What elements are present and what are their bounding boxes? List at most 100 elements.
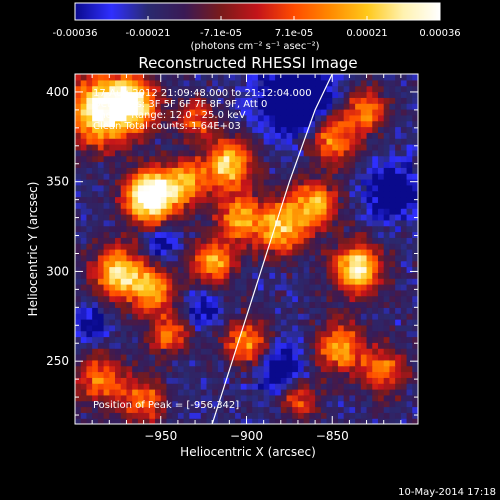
heatmap-cell [155,225,162,233]
heatmap-cell [160,91,168,98]
heatmap-cell [246,324,253,332]
heatmap-cell [86,295,93,303]
heatmap-cell [389,400,396,408]
heatmap-cell [235,301,242,308]
heatmap-cell [383,144,391,151]
heatmap-cell [183,249,190,256]
heatmap-cell [303,74,310,81]
heatmap-cell [297,149,305,157]
heatmap-cell [406,74,413,81]
heatmap-cell [400,237,408,244]
heatmap-cell [349,179,356,186]
heatmap-cell [183,79,190,87]
heatmap-cell [406,184,413,192]
heatmap-cell [309,307,316,314]
heatmap-cell [235,179,242,186]
heatmap-cell [126,109,133,116]
heatmap-cell [337,219,345,227]
heatmap-cell [269,330,276,338]
heatmap-cell [172,278,179,285]
heatmap-cell [126,202,133,209]
heatmap-cell [337,412,345,419]
heatmap-cell [109,167,116,174]
heatmap-cell [360,383,368,390]
heatmap-cell [315,219,322,227]
heatmap-cell [412,289,418,297]
heatmap-cell [109,359,116,367]
heatmap-cell [217,307,225,314]
heatmap-cell [86,412,93,419]
heatmap-cell [86,225,93,233]
heatmap-cell [366,155,373,163]
heatmap-cell [412,179,418,186]
heatmap-cell [400,132,408,139]
heatmap-cell [349,278,356,285]
heatmap-cell [286,120,293,128]
heatmap-cell [400,249,408,256]
heatmap-cell [257,184,265,192]
heatmap-cell [400,307,408,314]
heatmap-cell [377,144,385,151]
heatmap-cell [297,418,305,424]
heatmap-cell [246,389,253,396]
heatmap-cell [337,179,345,186]
heatmap-cell [377,237,385,244]
heatmap-cell [235,278,242,285]
heatmap-cell [229,383,236,390]
heatmap-cell [366,161,373,168]
heatmap-cell [280,406,288,413]
heatmap-cell [149,412,156,419]
heatmap-cell [315,289,322,297]
heatmap-cell [126,365,133,373]
heatmap-cell [337,389,345,396]
heatmap-cell [223,254,230,262]
heatmap-cell [103,126,110,133]
heatmap-cell [132,103,139,110]
heatmap-cell [252,214,259,221]
heatmap-cell [195,114,202,122]
heatmap-cell [309,144,316,151]
heatmap-cell [286,114,293,122]
heatmap-cell [297,85,305,93]
heatmap-cell [166,120,173,128]
heatmap-cell [263,400,270,408]
heatmap-cell [257,272,265,279]
heatmap-cell [229,126,236,133]
heatmap-cell [189,97,196,104]
heatmap-cell [212,214,219,221]
heatmap-cell [137,400,145,408]
heatmap-cell [200,260,208,268]
heatmap-cell [406,120,413,128]
heatmap-cell [189,383,196,390]
heatmap-cell [126,190,133,198]
heatmap-cell [252,313,259,320]
heatmap-cell [349,132,356,139]
heatmap-cell [166,196,173,203]
heatmap-cell [155,336,162,343]
heatmap-cell [263,272,270,279]
heatmap-cell [183,202,190,209]
heatmap-cell [383,184,391,192]
heatmap-cell [172,79,179,87]
heatmap-cell [355,383,362,390]
heatmap-cell [263,132,270,139]
heatmap-cell [212,237,219,244]
heatmap-cell [132,155,139,163]
heatmap-cell [109,418,116,424]
heatmap-cell [183,342,190,349]
heatmap-cell [80,179,88,186]
heatmap-cell [177,418,185,424]
heatmap-cell [166,301,173,308]
heatmap-cell [355,231,362,238]
heatmap-cell [200,348,208,355]
heatmap-cell [132,173,139,180]
heatmap-cell [172,184,179,192]
heatmap-cell [257,179,265,186]
heatmap-cell [269,365,276,373]
heatmap-cell [406,196,413,203]
heatmap-cell [132,412,139,419]
heatmap-cell [160,167,168,174]
heatmap-cell [400,167,408,174]
heatmap-cell [269,225,276,233]
heatmap-cell [120,97,128,104]
